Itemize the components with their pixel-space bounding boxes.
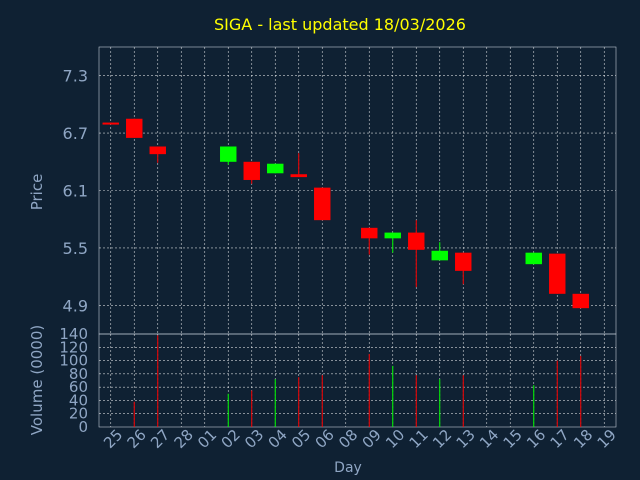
candle-body [243,161,260,180]
x-axis: 2526272801020304050608091011121314151617… [100,426,620,452]
price-tick-label: 4.9 [63,296,88,315]
x-tick-label: 09 [359,426,385,452]
candle-body [314,187,331,221]
volume-plot-frame [98,333,617,428]
candle-body [102,122,119,125]
x-tick-label: 27 [147,426,173,452]
candle-body [126,118,143,138]
price-tick-label: 5.5 [63,239,88,258]
candle-body [220,146,237,162]
price-tick-label: 6.7 [63,124,88,143]
x-tick-label: 10 [382,426,408,452]
x-tick-label: 15 [500,426,526,452]
x-tick-label: 19 [594,426,620,452]
x-tick-label: 02 [218,426,244,452]
x-tick-label: 08 [335,426,361,452]
candle-body [408,232,425,250]
x-tick-label: 14 [476,426,502,452]
x-tick-label: 12 [429,426,455,452]
x-tick-label: 16 [523,426,549,452]
price-panel: 7.3 6.7 6.1 5.5 4.9 [63,46,617,335]
volume-tick-label: 40 [69,391,88,409]
x-tick-label: 05 [288,426,314,452]
x-tick-label: 01 [194,426,220,452]
volume-tick-label: 100 [59,352,88,370]
candle-body [267,163,284,174]
x-tick-label: 04 [265,426,291,452]
price-tick-label: 6.1 [63,182,88,201]
x-tick-label: 11 [406,426,432,452]
x-tick-label: 06 [312,426,338,452]
candle-body [361,227,378,239]
x-tick-label: 13 [453,426,479,452]
volume-tick-label: 140 [59,325,88,343]
candle-body [431,250,448,261]
candle-body [290,174,307,178]
candle-body [455,252,472,271]
volume-tick-label: 60 [69,378,88,396]
x-tick-label: 03 [241,426,267,452]
x-tick-label: 25 [100,426,126,452]
candle-body [384,232,401,239]
candle-body [549,253,566,294]
x-tick-label: 17 [547,426,573,452]
chart-title: SIGA - last updated 18/03/2026 [214,15,466,34]
x-tick-label: 28 [171,426,197,452]
candle-body [525,252,542,265]
x-tick-label: 18 [570,426,596,452]
volume-axis-label: Volume (0000) [28,325,46,435]
volume-tick-label: 0 [78,418,88,436]
volume-tick-label: 80 [69,365,88,383]
x-tick-label: 26 [124,426,150,452]
candle-body [149,146,166,155]
price-tick-label: 7.3 [63,67,88,86]
candle-body [572,293,589,309]
volume-tick-label: 20 [69,405,88,423]
volume-tick-label: 120 [59,338,88,356]
x-axis-label: Day [334,460,362,476]
price-axis-label: Price [28,174,46,211]
